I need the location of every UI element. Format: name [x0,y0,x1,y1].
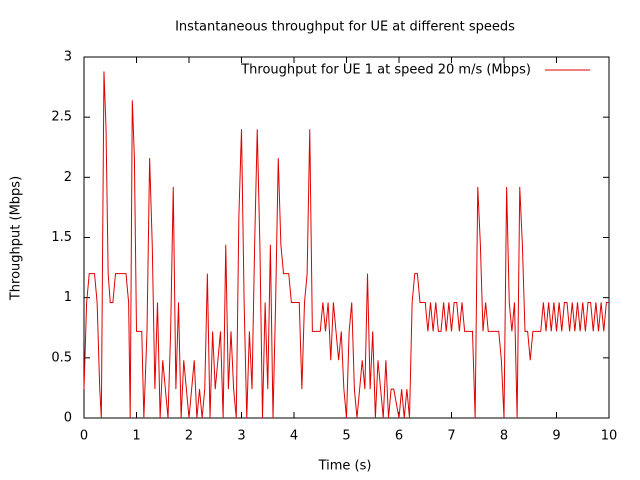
x-tick-label: 8 [500,429,508,444]
y-tick-label: 3 [64,50,72,65]
y-tick-label: 2.5 [51,110,72,125]
y-tick-label: 0 [64,411,72,426]
x-tick-label: 9 [552,429,560,444]
x-axis-label: Time (s) [318,459,372,474]
x-tick-label: 0 [80,429,88,444]
x-tick-label: 10 [601,429,618,444]
data-line [83,71,609,419]
x-tick-label: 6 [395,429,403,444]
y-tick-label: 0.5 [51,350,72,365]
x-tick-label: 4 [290,429,298,444]
chart-title: Instantaneous throughput for UE at diffe… [175,20,515,35]
x-tick-label: 3 [237,429,245,444]
x-tick-label: 5 [342,429,350,444]
x-tick-label: 1 [132,429,140,444]
y-axis-label: Throughput (Mbps) [9,176,24,301]
y-tick-label: 2 [64,170,72,185]
y-tick-label: 1 [64,290,72,305]
x-tick-label: 7 [447,429,455,444]
legend-label: Throughput for UE 1 at speed 20 m/s (Mbp… [240,63,531,78]
x-tick-label: 2 [185,429,193,444]
y-tick-label: 1.5 [51,230,72,245]
